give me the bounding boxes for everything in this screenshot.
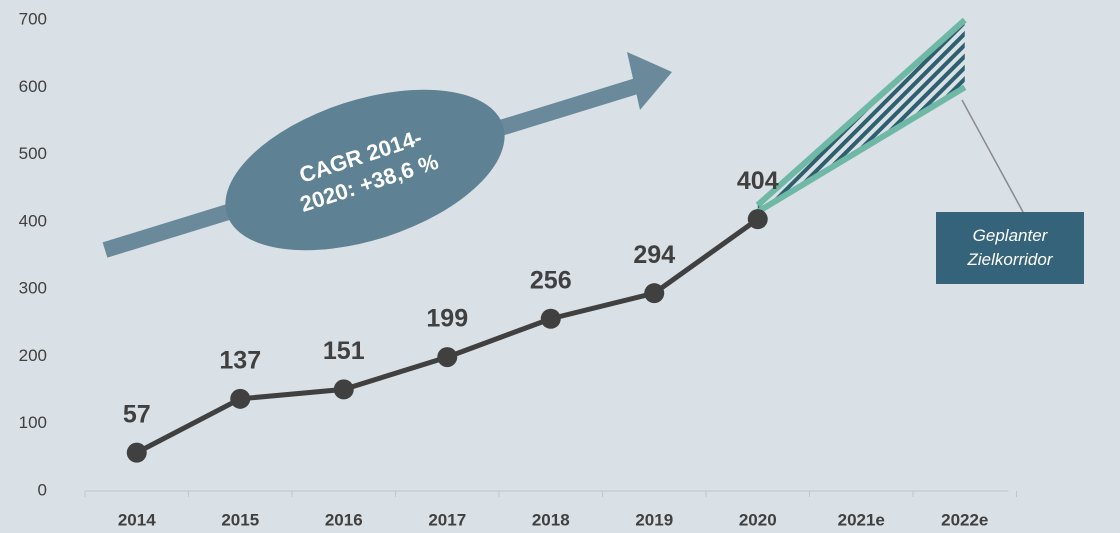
data-point bbox=[230, 388, 251, 409]
cagr-bubble bbox=[225, 89, 505, 251]
x-tick-label: 2017 bbox=[428, 510, 466, 529]
y-tick-label: 200 bbox=[19, 346, 47, 365]
cagr-holder: CAGR 2014-2020: +38,6 % bbox=[296, 124, 442, 217]
data-point bbox=[437, 347, 458, 368]
y-tick-label: 400 bbox=[19, 211, 47, 230]
callout-label: Geplanter Zielkorridor bbox=[967, 226, 1053, 269]
x-tick-label: 2014 bbox=[118, 510, 156, 529]
callout-box bbox=[936, 212, 1084, 284]
data-point bbox=[644, 283, 665, 304]
data-label: 151 bbox=[323, 337, 365, 365]
x-tick-label: 2022e bbox=[941, 510, 988, 529]
y-tick-label: 100 bbox=[19, 413, 47, 432]
data-label: 256 bbox=[530, 266, 572, 294]
corridor-line bbox=[755, 17, 967, 208]
data-label: 57 bbox=[123, 400, 151, 428]
data-label: 404 bbox=[737, 167, 779, 195]
data-point bbox=[747, 209, 768, 230]
y-tick-label: 300 bbox=[19, 279, 47, 298]
callout-connector bbox=[961, 99, 1024, 213]
data-label: 294 bbox=[633, 241, 675, 269]
x-tick-label: 2018 bbox=[532, 510, 570, 529]
y-tick-label: 700 bbox=[19, 9, 47, 28]
cagr-label: CAGR 2014-2020: +38,6 % bbox=[296, 124, 442, 217]
x-tick-label: 2020 bbox=[739, 510, 777, 529]
arrow-head bbox=[627, 52, 672, 110]
data-label: 199 bbox=[426, 305, 468, 333]
data-point bbox=[540, 308, 561, 329]
data-point bbox=[333, 379, 354, 400]
x-tick-label: 2015 bbox=[221, 510, 259, 529]
x-tick-label: 2021e bbox=[838, 510, 885, 529]
x-tick-label: 2016 bbox=[325, 510, 363, 529]
corridor-line bbox=[756, 84, 967, 215]
data-label: 137 bbox=[219, 346, 261, 374]
y-tick-label: 600 bbox=[19, 77, 47, 96]
y-tick-label: 500 bbox=[19, 144, 47, 163]
x-tick-label: 2019 bbox=[635, 510, 673, 529]
data-point bbox=[126, 442, 147, 463]
callout-holder: Geplanter Zielkorridor bbox=[967, 226, 1053, 269]
y-tick-label: 0 bbox=[38, 480, 47, 499]
